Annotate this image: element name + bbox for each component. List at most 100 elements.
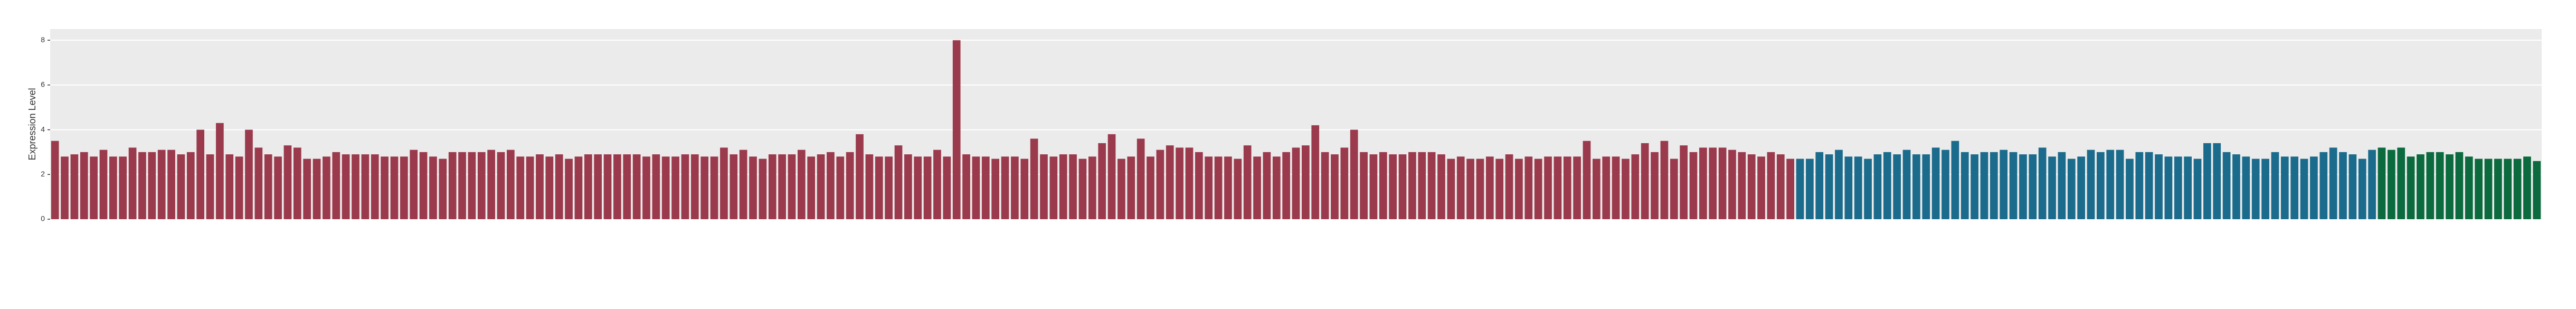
bar [1505, 154, 1513, 219]
bar [856, 134, 864, 219]
bar [594, 154, 602, 219]
bar [1098, 143, 1106, 219]
bar [1767, 152, 1775, 219]
bar [148, 152, 156, 219]
bar [943, 156, 951, 219]
bar [1796, 158, 1804, 219]
bar [429, 156, 437, 219]
bar [342, 154, 350, 219]
bar [1631, 154, 1640, 219]
bar [2513, 158, 2522, 219]
bar [80, 152, 88, 219]
bar [1825, 154, 1833, 219]
bar [632, 154, 641, 219]
bar [2029, 154, 2037, 219]
bar [1030, 138, 1038, 219]
bar [603, 154, 612, 219]
bar [2058, 152, 2066, 219]
bar [2193, 158, 2202, 219]
bar [2533, 161, 2541, 219]
bar [2397, 147, 2405, 219]
bar [2339, 152, 2347, 219]
bar [817, 154, 825, 219]
bar [1437, 154, 1445, 219]
bar [2475, 158, 2483, 219]
bar [303, 158, 311, 219]
bar [1049, 156, 1058, 219]
bar [981, 156, 990, 219]
bar [739, 149, 747, 219]
bar [419, 152, 428, 219]
bar [991, 158, 1000, 219]
bar [128, 147, 137, 219]
bar [1447, 158, 1455, 219]
bar [1069, 154, 1077, 219]
bar [1418, 152, 1426, 219]
bar [1243, 145, 1252, 219]
bar [1844, 156, 1853, 219]
bar [565, 158, 573, 219]
bar [1408, 152, 1416, 219]
bar [2126, 158, 2134, 219]
bar [1127, 156, 1135, 219]
y-axis-label: Expression Level [27, 88, 37, 160]
bar [1340, 147, 1349, 219]
bar [2242, 156, 2250, 219]
bar [2319, 152, 2328, 219]
bar [1147, 156, 1154, 219]
bar [61, 156, 69, 219]
bar [2378, 147, 2386, 219]
bar [2484, 158, 2493, 219]
bar [2358, 158, 2366, 219]
bar [2077, 156, 2085, 219]
bar [690, 154, 699, 219]
bar [584, 154, 592, 219]
bar [1689, 152, 1698, 219]
bar [1360, 152, 1368, 219]
bar [1263, 152, 1271, 219]
bar [1738, 152, 1746, 219]
bar [1651, 152, 1659, 219]
bar [1427, 152, 1436, 219]
bar [1117, 158, 1125, 219]
bar [1864, 158, 1872, 219]
bar [1224, 156, 1232, 219]
bar [2019, 154, 2027, 219]
bar [2116, 149, 2124, 219]
bar [1040, 154, 1048, 219]
bar [1931, 147, 1940, 219]
bar [1331, 154, 1339, 219]
bar [1718, 147, 1727, 219]
bar [186, 152, 195, 219]
bar [1592, 158, 1600, 219]
bar [245, 129, 253, 219]
bar [1466, 158, 1474, 219]
bar [1912, 154, 1920, 219]
bar [536, 154, 544, 219]
bar [1088, 156, 1096, 219]
bar [1670, 158, 1678, 219]
bar [1485, 156, 1494, 219]
bar [1883, 152, 1891, 219]
bar [1398, 154, 1407, 219]
bar [157, 149, 166, 219]
bar [933, 149, 941, 219]
bar [1456, 156, 1465, 219]
bar [312, 158, 321, 219]
bar [730, 154, 738, 219]
bar [962, 154, 970, 219]
bar [283, 145, 292, 219]
bar [681, 154, 689, 219]
bar [2271, 152, 2279, 219]
bar [1534, 158, 1542, 219]
bar [235, 156, 243, 219]
bar [2446, 154, 2454, 219]
bar [2387, 149, 2395, 219]
bar [1563, 156, 1571, 219]
bar [904, 154, 912, 219]
bar [1709, 147, 1717, 219]
bar [2504, 158, 2512, 219]
bar [477, 152, 486, 219]
bar [2280, 156, 2289, 219]
